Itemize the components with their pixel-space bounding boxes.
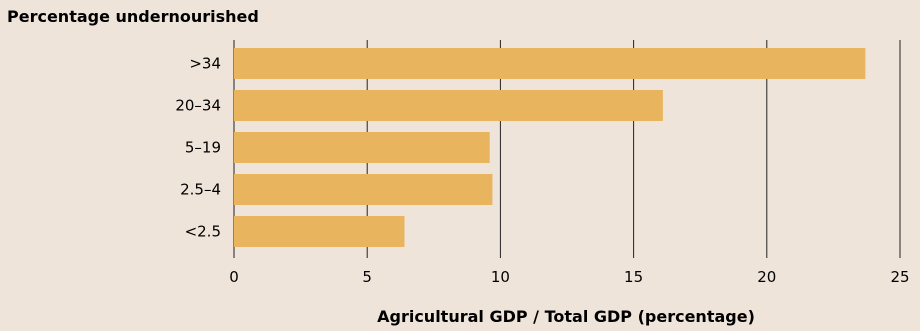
x-tick-label: 15	[624, 268, 643, 286]
x-tick-label: 20	[757, 268, 776, 286]
bar-1	[234, 90, 663, 121]
chart-title: Percentage undernourished	[7, 7, 259, 26]
category-label: 20–34	[175, 97, 221, 115]
x-tick-label: 0	[229, 268, 239, 286]
category-label: 2.5–4	[180, 181, 221, 199]
bar-0	[234, 48, 866, 79]
category-label: 5–19	[185, 139, 221, 157]
category-label: >34	[189, 55, 221, 73]
x-tick-label: 25	[890, 268, 909, 286]
bar-2	[234, 132, 490, 163]
x-tick-label: 10	[491, 268, 510, 286]
bar-3	[234, 174, 493, 205]
bars	[234, 48, 866, 247]
category-label: <2.5	[185, 223, 221, 241]
category-labels: >34 20–34 5–19 2.5–4 <2.5	[175, 55, 221, 241]
bar-4	[234, 216, 405, 247]
x-axis-label: Agricultural GDP / Total GDP (percentage…	[377, 307, 755, 326]
x-tick-label: 5	[362, 268, 372, 286]
x-tick-labels: 0 5 10 15 20 25	[229, 268, 909, 286]
